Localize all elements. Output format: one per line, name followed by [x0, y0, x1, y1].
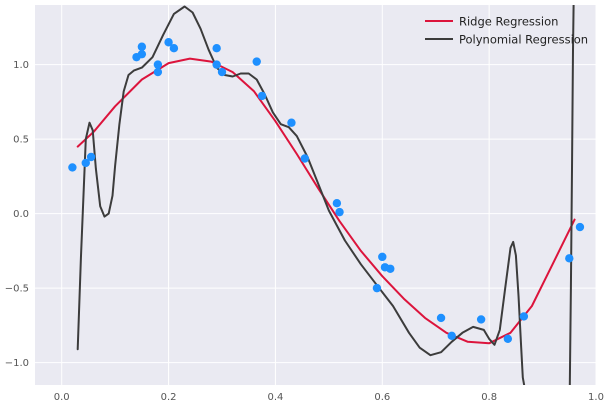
data-point [436, 313, 446, 323]
points-layer [68, 38, 585, 344]
legend-label-ridge: Ridge Regression [459, 15, 558, 29]
data-point [257, 91, 267, 101]
data-point [212, 44, 221, 53]
data-point [164, 38, 173, 47]
y-tick-label: 0.5 [13, 135, 29, 146]
data-point [212, 60, 221, 69]
data-point [252, 57, 261, 66]
data-point [137, 49, 147, 59]
legend-label-poly: Polynomial Regression [459, 33, 588, 47]
data-point [519, 312, 529, 321]
data-point [153, 60, 163, 69]
data-point [386, 264, 395, 273]
data-point [476, 315, 486, 324]
x-tick-label: 1.0 [588, 392, 604, 403]
polynomial-regression-spike [568, 5, 575, 385]
tick-labels: 0.0 0.2 0.4 0.6 0.8 1.0 −1.0 −0.5 0.0 0.5 1.0 [5, 60, 604, 403]
data-point [68, 163, 77, 172]
data-point [335, 207, 344, 217]
data-point [217, 67, 227, 77]
y-tick-label: 1.0 [13, 60, 29, 71]
plot-area [35, 5, 596, 385]
legend: Ridge Regression Polynomial Regression [425, 15, 588, 47]
x-tick-label: 0.8 [481, 392, 497, 403]
y-tick-label: −1.0 [5, 358, 29, 369]
data-point [169, 44, 179, 53]
data-point [153, 67, 163, 77]
data-point [287, 118, 296, 127]
data-point [137, 42, 147, 51]
data-point [86, 152, 96, 162]
data-point [81, 158, 90, 168]
data-point [332, 198, 342, 208]
x-tick-label: 0.2 [161, 392, 177, 403]
data-point [565, 254, 574, 263]
data-point [575, 222, 585, 232]
data-point [378, 252, 387, 262]
polynomial-regression-line [76, 5, 526, 385]
y-tick-label: 0.0 [13, 209, 29, 220]
data-point [447, 331, 456, 341]
x-tick-label: 0.0 [54, 392, 70, 403]
grid [35, 5, 597, 385]
y-tick-label: −0.5 [5, 284, 29, 295]
data-point [372, 283, 382, 293]
series-layer [76, 5, 576, 385]
x-tick-label: 0.4 [267, 392, 283, 403]
data-point [300, 154, 310, 163]
x-tick-label: 0.6 [374, 392, 390, 403]
data-point [503, 334, 513, 344]
